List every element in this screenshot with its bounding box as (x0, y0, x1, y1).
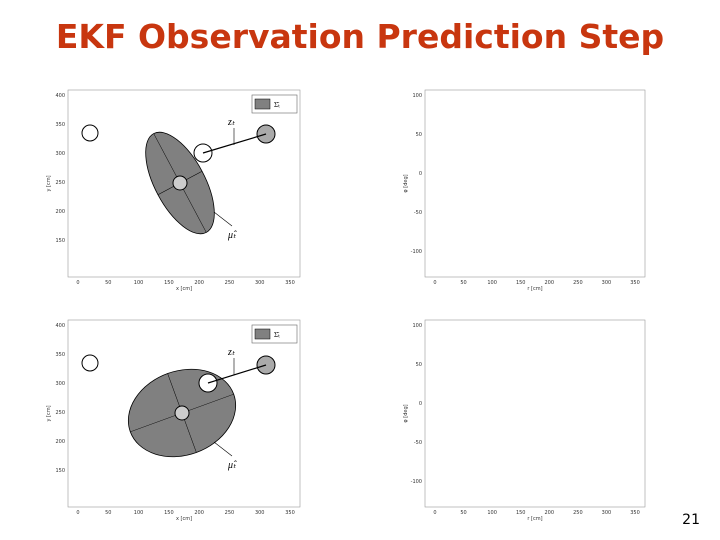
x-tick-label: 250 (225, 510, 235, 516)
y-tick-label: 400 (55, 323, 65, 329)
x-tick-label: 250 (573, 280, 583, 286)
y-tick-label: 0 (419, 401, 422, 407)
y-tick-label: 300 (55, 381, 65, 387)
x-tick-label: 50 (105, 510, 111, 516)
x-tick-label: 0 (76, 510, 79, 516)
x-tick-label: 0 (433, 510, 436, 516)
y-tick-label: 200 (55, 439, 65, 445)
y-axis-label: y [cm] (46, 175, 52, 191)
annotation: μ̂ₜ (227, 230, 237, 241)
y-tick-label: 150 (55, 238, 65, 244)
measurement-ray (207, 364, 267, 384)
legend-label: Σ̂ₜ (274, 331, 280, 339)
robot (172, 175, 188, 191)
annotation: μ̂ₜ (227, 460, 237, 471)
y-tick-label: 350 (55, 122, 65, 128)
y-tick-label: 250 (55, 410, 65, 416)
slide-title: EKF Observation Prediction Step (56, 17, 664, 56)
y-axis-label: y [cm] (46, 405, 52, 421)
measurement-ray (202, 133, 267, 154)
y-tick-label: -100 (411, 249, 422, 255)
y-axis-label: φ [deg] (403, 174, 409, 192)
x-tick-label: 200 (194, 280, 204, 286)
x-tick-label: 350 (630, 510, 640, 516)
x-tick-label: 50 (105, 280, 111, 286)
y-axis-label: φ [deg] (403, 404, 409, 422)
x-tick-label: 150 (164, 510, 174, 516)
x-tick-label: 0 (76, 280, 79, 286)
legend-swatch (254, 98, 271, 110)
figure-panel: 0 50 100 150 200 250 300 350 100 50 0 -50 -100 r [cm]… (403, 89, 646, 292)
x-tick-label: 150 (164, 280, 174, 286)
x-tick-label: 150 (516, 280, 526, 286)
x-tick-label: 250 (225, 280, 235, 286)
landmark (81, 124, 99, 142)
x-tick-label: 200 (545, 280, 555, 286)
x-tick-label: 350 (285, 280, 295, 286)
y-tick-label: 250 (55, 180, 65, 186)
annotation: zₜ (227, 117, 236, 128)
annot-arrow (213, 441, 233, 457)
x-tick-label: 150 (516, 510, 526, 516)
legend-label: Σ̂ₜ (274, 101, 280, 109)
x-axis-label: r [cm] (527, 286, 542, 292)
x-tick-label: 350 (630, 280, 640, 286)
annotation: zₜ (227, 347, 236, 358)
y-tick-label: 50 (416, 362, 422, 368)
y-tick-label: 100 (412, 93, 422, 99)
y-tick-label: -50 (414, 210, 422, 216)
x-tick-label: 350 (285, 510, 295, 516)
y-tick-label: 350 (55, 352, 65, 358)
x-tick-label: 100 (134, 280, 144, 286)
landmark (81, 354, 99, 372)
x-tick-label: 50 (460, 510, 466, 516)
figure-panel: 0 50 100 150 200 250 300 350400350300250200150x… (46, 319, 301, 522)
page-number: 21 (682, 512, 700, 528)
y-tick-label: 200 (55, 209, 65, 215)
annot-arrow (213, 211, 233, 227)
x-tick-label: 300 (255, 280, 265, 286)
legend-swatch (254, 328, 271, 340)
x-tick-label: 0 (433, 280, 436, 286)
y-tick-label: 150 (55, 468, 65, 474)
x-tick-label: 200 (545, 510, 555, 516)
y-tick-label: -100 (411, 479, 422, 485)
x-tick-label: 50 (460, 280, 466, 286)
x-tick-label: 300 (255, 510, 265, 516)
y-tick-label: 400 (55, 93, 65, 99)
figure-panel: 0 50 100 150 200 250 300 350400350300250200150x… (46, 89, 301, 292)
x-axis-label: r [cm] (527, 516, 542, 522)
y-tick-label: 50 (416, 132, 422, 138)
y-tick-label: 100 (412, 323, 422, 329)
x-tick-label: 300 (602, 280, 612, 286)
robot (174, 405, 190, 421)
x-tick-label: 100 (134, 510, 144, 516)
plot-frame (424, 89, 646, 278)
x-tick-label: 100 (487, 280, 497, 286)
x-axis-label: x [cm] (176, 286, 192, 292)
x-axis-label: x [cm] (176, 516, 192, 522)
x-tick-label: 250 (573, 510, 583, 516)
x-tick-label: 300 (602, 510, 612, 516)
x-tick-label: 200 (194, 510, 204, 516)
y-tick-label: -50 (414, 440, 422, 446)
plot-frame (424, 319, 646, 508)
figure-panel: 0 50 100 150 200 250 300 350 100 50 0 -50 -100 r [cm]… (403, 319, 646, 522)
x-tick-label: 100 (487, 510, 497, 516)
y-tick-label: 300 (55, 151, 65, 157)
y-tick-label: 0 (419, 171, 422, 177)
